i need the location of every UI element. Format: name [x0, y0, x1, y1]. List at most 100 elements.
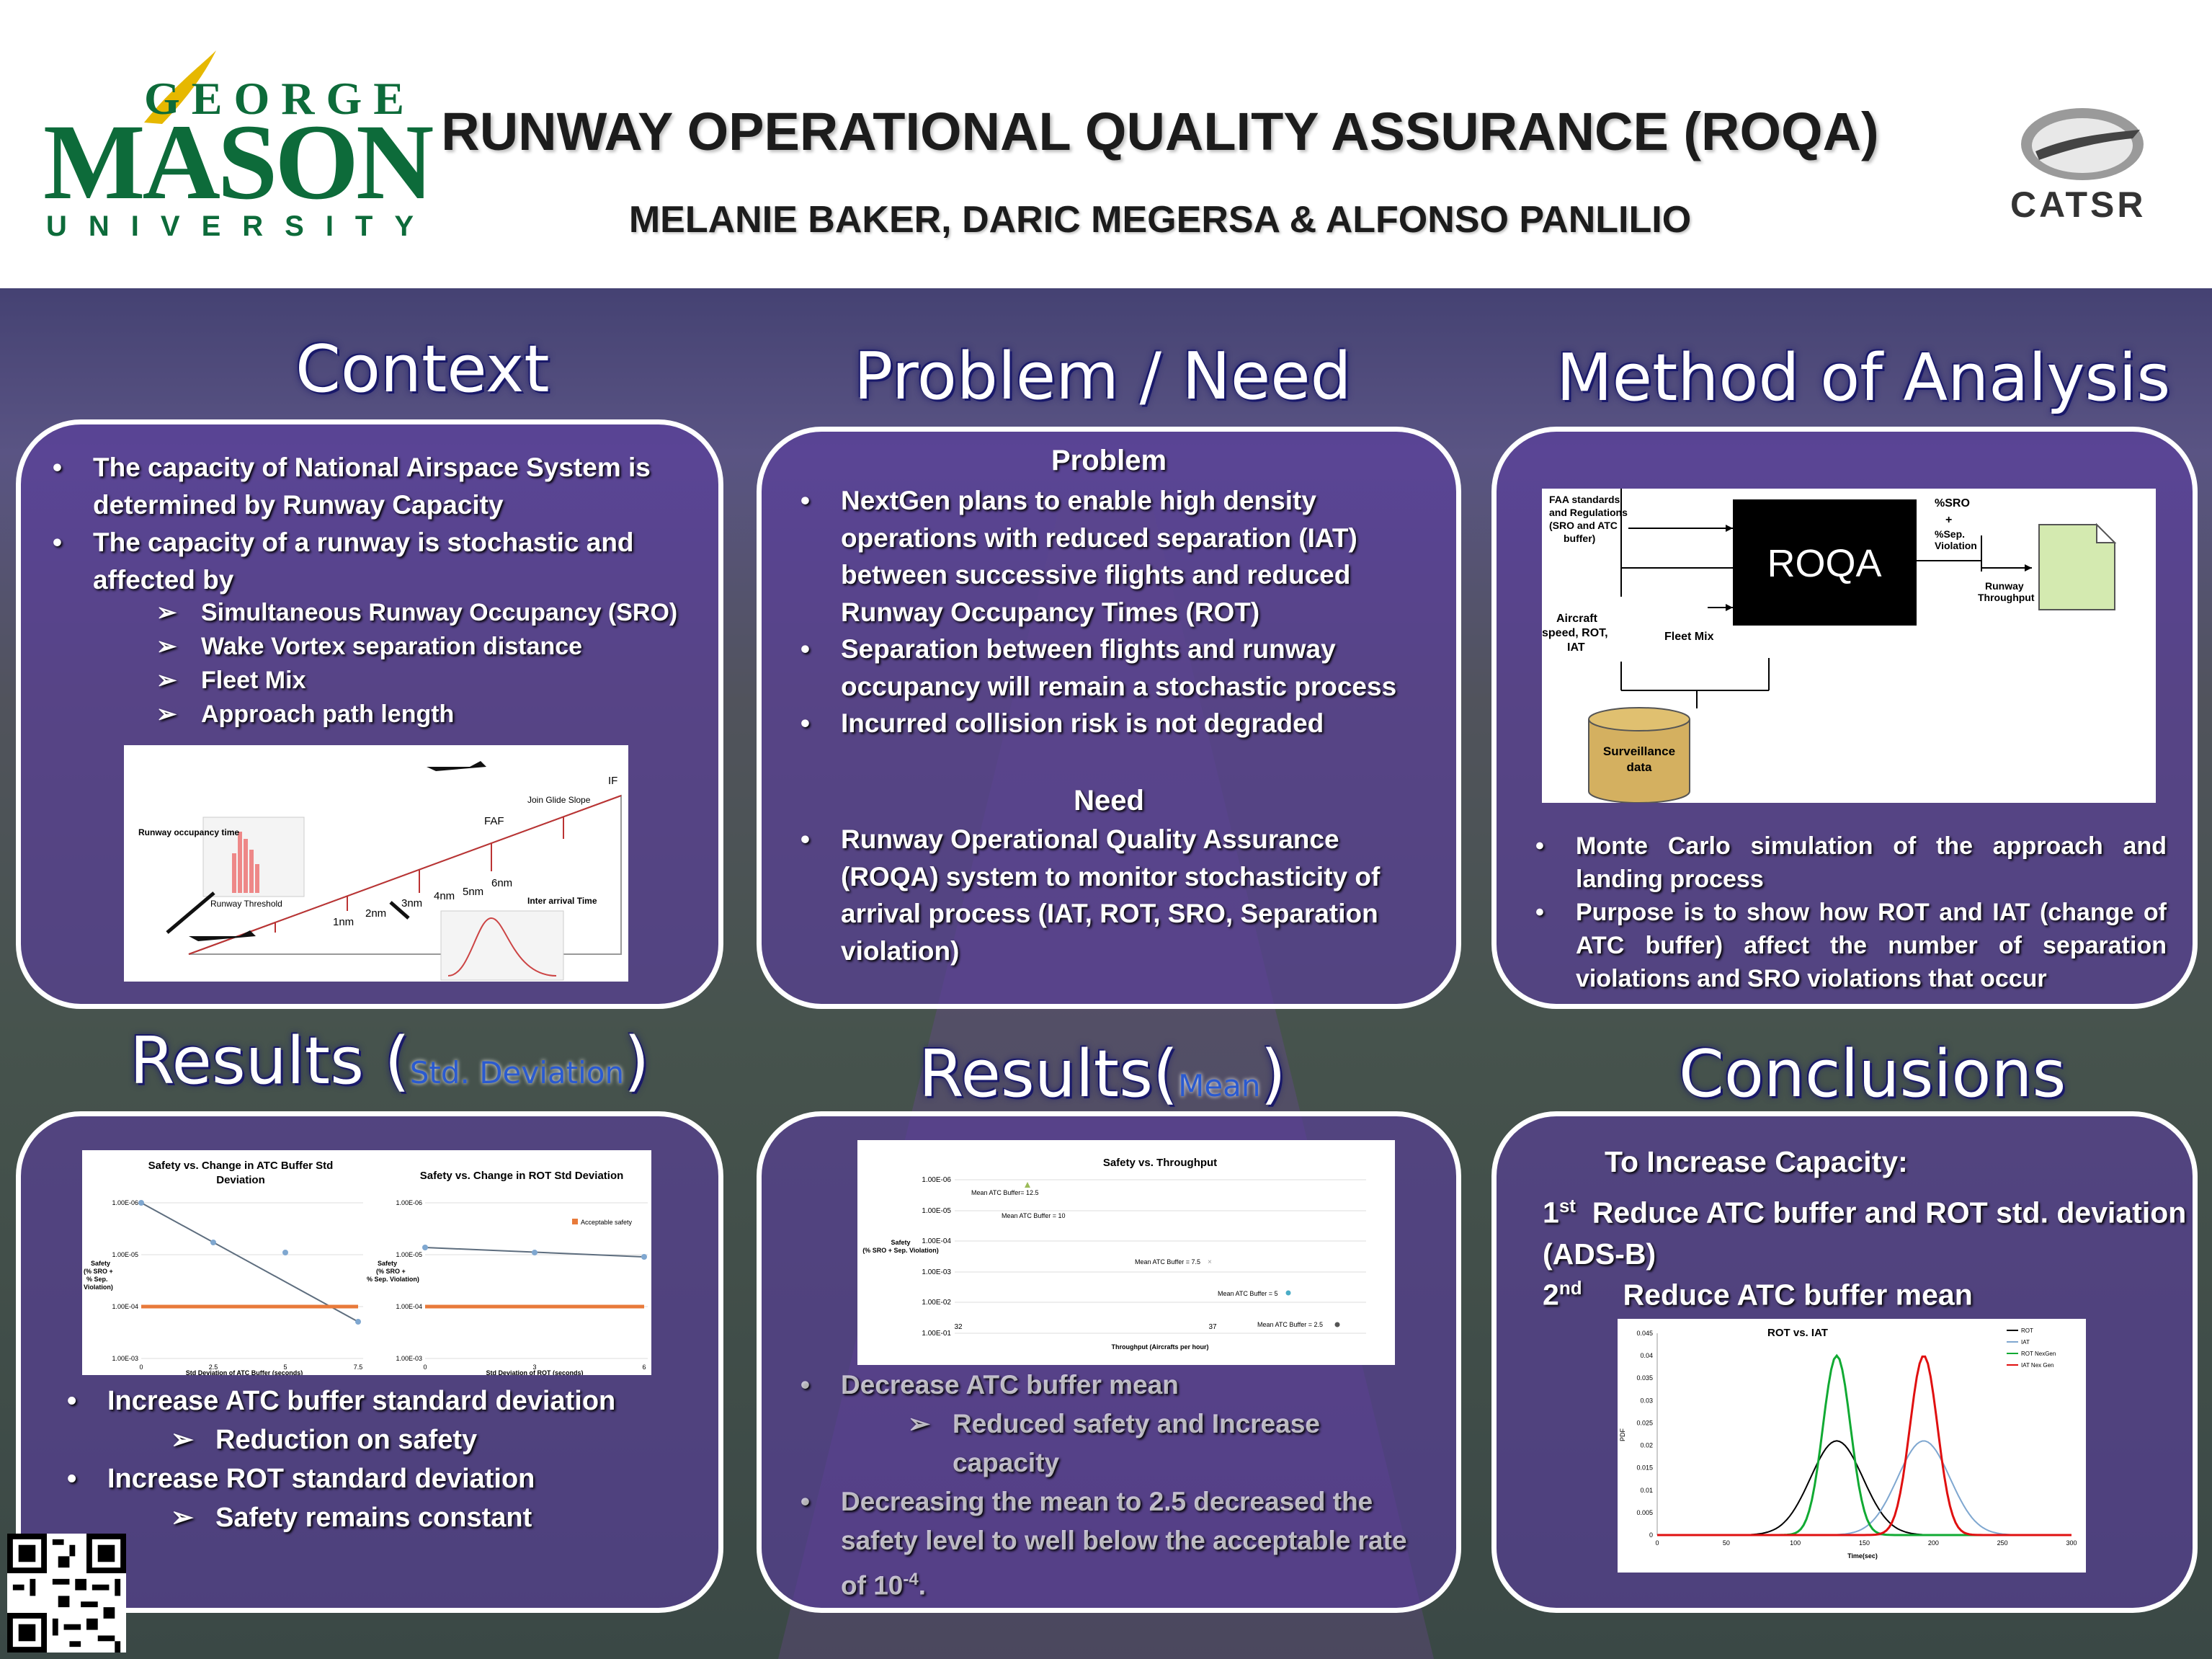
data-point: [282, 1250, 288, 1255]
gmu-logo: [36, 43, 396, 252]
diagram-throughput: Runway Throughput: [1978, 580, 2035, 603]
y-tick: 0: [1649, 1531, 1653, 1539]
x-tick: 32: [954, 1323, 963, 1331]
legend-label: IAT: [2021, 1339, 2030, 1346]
y-tick: 0.005: [1636, 1509, 1653, 1516]
qr-code[interactable]: [7, 1534, 126, 1653]
conclusions-title: Conclusions: [1679, 1036, 2066, 1112]
y-tick: 1.00E-05: [922, 1207, 951, 1215]
context-sub-bullets: Simultaneous Runway Occupancy (SRO) Wake…: [156, 596, 705, 731]
chart2-title: Safety vs. Change in ROT Std Deviation: [420, 1170, 624, 1182]
y-tick: 1.00E-03: [112, 1355, 138, 1362]
results-mean-sub-bullet: Reduced safety and Increase capacity: [908, 1405, 1432, 1482]
results-std-title-close: ): [624, 1023, 650, 1099]
poster-header: GEORGE MASON UNIVERSITY RUNWAY OPERATION…: [0, 0, 2212, 288]
diagram-aircraft: Aircraft speed, ROT, IAT: [1542, 613, 1608, 654]
y-tick: 0.045: [1636, 1330, 1653, 1337]
y-tick: 1.00E-04: [396, 1303, 422, 1310]
document-icon: [2038, 524, 2115, 610]
fig-label: 1nm: [333, 916, 354, 928]
method-bullet: Purpose is to show how ROT and IAT (chan…: [1535, 896, 2167, 995]
roqa-diagram: ROQA FAA standards and Regulations (SRO an…: [1542, 489, 2156, 804]
series-line: [1657, 1353, 2071, 1536]
std-charts: Safety vs. Change in ATC Buffer Std Devia…: [82, 1150, 651, 1376]
y-tick: 0.03: [1640, 1397, 1653, 1404]
context-sub-bullet: Wake Vortex separation distance: [156, 630, 705, 664]
point-label: Mean ATC Buffer = 10: [1002, 1212, 1065, 1219]
chart2-legend: Acceptable safety: [581, 1219, 633, 1226]
diagram-surveillance: Surveillance data: [1603, 744, 1675, 774]
mean-chart-xlabel: Throughput (Aircrafts per hour): [1112, 1343, 1209, 1351]
results-std-title-main: Results (: [130, 1023, 410, 1099]
point-label: Mean ATC Buffer = 2.5: [1257, 1321, 1323, 1328]
x-tick: 200: [1928, 1539, 1939, 1547]
y-tick: 1.00E-05: [396, 1251, 422, 1258]
rot-iat-ylabel: PDF: [1619, 1428, 1626, 1441]
y-tick: 1.00E-03: [922, 1268, 951, 1276]
mean-chart-title: Safety vs. Throughput: [1103, 1157, 1217, 1169]
y-tick: 1.00E-06: [396, 1199, 422, 1206]
data-point: ×: [1208, 1258, 1212, 1266]
x-tick: 7.5: [354, 1364, 363, 1371]
diagram-sro: %SRO: [1935, 497, 1970, 510]
fig-label: 2nm: [365, 907, 386, 920]
need-heading: Need: [1074, 785, 1144, 817]
y-tick: 1.00E-06: [112, 1199, 138, 1206]
y-tick: 0.01: [1640, 1487, 1653, 1494]
legend-label: IAT Nex Gen: [2021, 1362, 2054, 1369]
results-mean-title-small: Mean: [1178, 1068, 1261, 1103]
context-sub-bullet: Approach path length: [156, 698, 705, 731]
problem-title: Problem / Need: [854, 339, 1352, 414]
x-tick: 6: [642, 1364, 646, 1371]
data-point: [641, 1254, 647, 1260]
fig-label: Runway occupancy time: [138, 827, 239, 837]
x-tick: 50: [1723, 1539, 1730, 1547]
line2-sup: nd: [1558, 1277, 1582, 1299]
fig-label: 4nm: [434, 890, 455, 902]
data-point: [532, 1250, 538, 1255]
fig-label: Inter arrival Time: [527, 896, 597, 906]
catsr-logo-icon: [2021, 108, 2144, 180]
y-tick: 0.015: [1636, 1464, 1653, 1472]
y-tick: 0.02: [1640, 1442, 1653, 1449]
problem-bullets: NextGen plans to enable high density ope…: [800, 482, 1439, 742]
x-tick: 150: [1859, 1539, 1870, 1547]
mean-chart: Safety vs. Throughput 1.00E-06 1.00E-05 …: [857, 1140, 1395, 1365]
fig-label: Runway Threshold: [210, 899, 282, 909]
x-tick: 100: [1790, 1539, 1801, 1547]
y-tick: 1.00E-04: [112, 1303, 138, 1310]
problem-bullet: Separation between flights and runway oc…: [800, 631, 1439, 705]
rot-iat-title: ROT vs. IAT: [1767, 1327, 1828, 1339]
diagram-fleet: Fleet Mix: [1664, 631, 1714, 643]
results-std-sub-bullet: Reduction on safety: [171, 1420, 698, 1459]
conclusions-line-1: 1st Reduce ATC buffer and ROT std. devia…: [1543, 1186, 2191, 1275]
chart1-title: Safety vs. Change in ATC Buffer Std Devia…: [148, 1160, 334, 1186]
chart1-xlabel: Std Deviation of ATC Buffer (seconds): [186, 1369, 303, 1375]
chart2-ylabel: Safety (% SRO +% Sep. Violation): [367, 1260, 419, 1283]
airplane-icon: [189, 930, 256, 941]
qr-code-icon: [7, 1534, 126, 1653]
need-bullets: Runway Operational Quality Assurance (RO…: [800, 821, 1439, 969]
method-bullets: Monte Carlo simulation of the approach a…: [1535, 830, 2167, 995]
fig-label: Join Glide Slope: [527, 795, 591, 805]
superscript: -4: [903, 1570, 919, 1589]
chart1-points: [138, 1200, 361, 1325]
data-point: ×: [1045, 1213, 1049, 1221]
conclusions-heading: To Increase Capacity:: [1605, 1145, 1908, 1178]
problem-panel: Problem NextGen plans to enable high den…: [757, 427, 1461, 1009]
problem-bullet: Incurred collision risk is not degraded: [800, 705, 1439, 742]
results-std-bullet: Increase ATC buffer standard deviation: [67, 1382, 698, 1420]
results-mean-title-close: ): [1260, 1036, 1286, 1112]
data-point: [1285, 1290, 1291, 1296]
line2-text: Reduce ATC buffer mean: [1623, 1278, 1973, 1312]
results-std-bullet: Increase ROT standard deviation: [67, 1459, 698, 1498]
x-tick: 0: [139, 1364, 143, 1371]
context-bullets: The capacity of National Airspace System…: [53, 449, 698, 599]
legend-label: ROT: [2021, 1327, 2033, 1334]
context-bullet: The capacity of a runway is stochastic a…: [53, 524, 698, 599]
roqa-box-label: ROQA: [1767, 542, 1881, 585]
x-tick: 2.5: [209, 1364, 218, 1371]
x-tick: 3: [532, 1364, 536, 1371]
approach-path-figure: IF Join Glide Slope FAF 6nm 5nm 4nm 3nm …: [124, 745, 628, 982]
fig-label: FAF: [484, 815, 504, 827]
